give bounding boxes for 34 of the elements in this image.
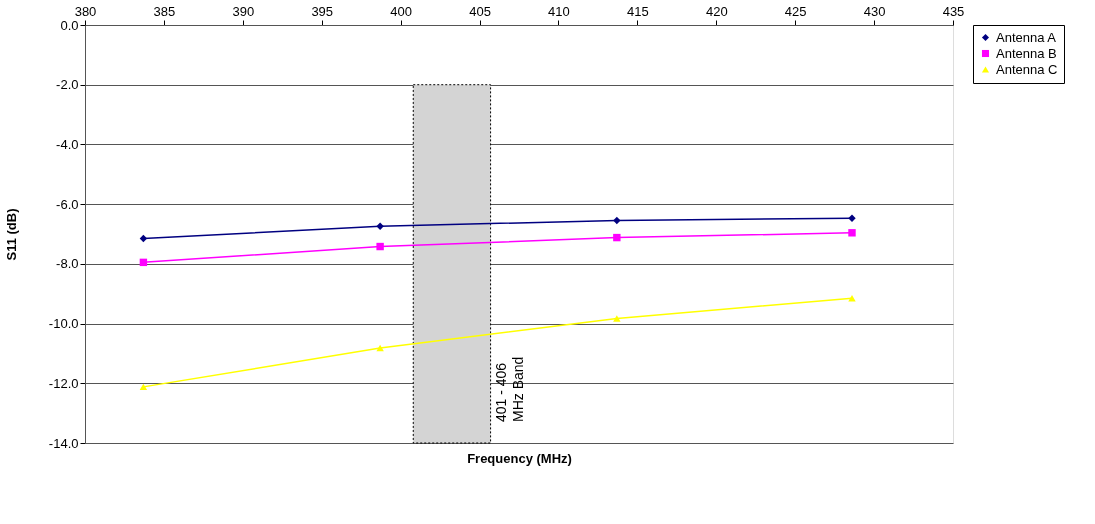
x-tick-label: 390 [232, 3, 255, 19]
y-tick-label: -8.0 [56, 256, 79, 272]
x-tick-label: 395 [311, 3, 334, 19]
x-tick-label: 415 [627, 3, 649, 19]
y-axis-title: S11 (dB) [3, 208, 19, 261]
y-tick-label: -4.0 [56, 136, 79, 152]
x-tick-label: 400 [390, 3, 412, 19]
x-tick-label: 435 [942, 3, 965, 19]
y-tick-label: -10.0 [48, 316, 79, 332]
x-tick-label: 385 [153, 3, 176, 19]
y-tick-label: -6.0 [56, 196, 79, 212]
point [613, 233, 621, 242]
x-tick-label: 420 [705, 3, 728, 19]
legend-label: Antenna B [996, 45, 1057, 61]
point [139, 383, 148, 391]
y-tick-label: -2.0 [56, 77, 79, 93]
y-tick-label: 0.0 [60, 17, 79, 33]
x-tick-label: 380 [74, 3, 97, 19]
point [376, 222, 384, 230]
x-tick-label: 425 [784, 3, 807, 19]
x-axis-title: Frequency (MHz) [467, 450, 572, 466]
legend-label: Antenna A [996, 29, 1057, 45]
band-label: 401 - 406 MHz Band [492, 356, 526, 422]
legend-label: Antenna C [996, 61, 1058, 77]
x-tick-label: 430 [863, 3, 886, 19]
point [613, 315, 621, 322]
y-tick-label: -12.0 [48, 375, 79, 391]
x-tick-label: 410 [548, 3, 570, 19]
y-tick-label: -14.0 [48, 435, 79, 451]
point [613, 216, 621, 225]
point [139, 234, 148, 243]
point [376, 242, 384, 251]
x-tick-label: 405 [469, 3, 491, 19]
point [848, 229, 856, 237]
